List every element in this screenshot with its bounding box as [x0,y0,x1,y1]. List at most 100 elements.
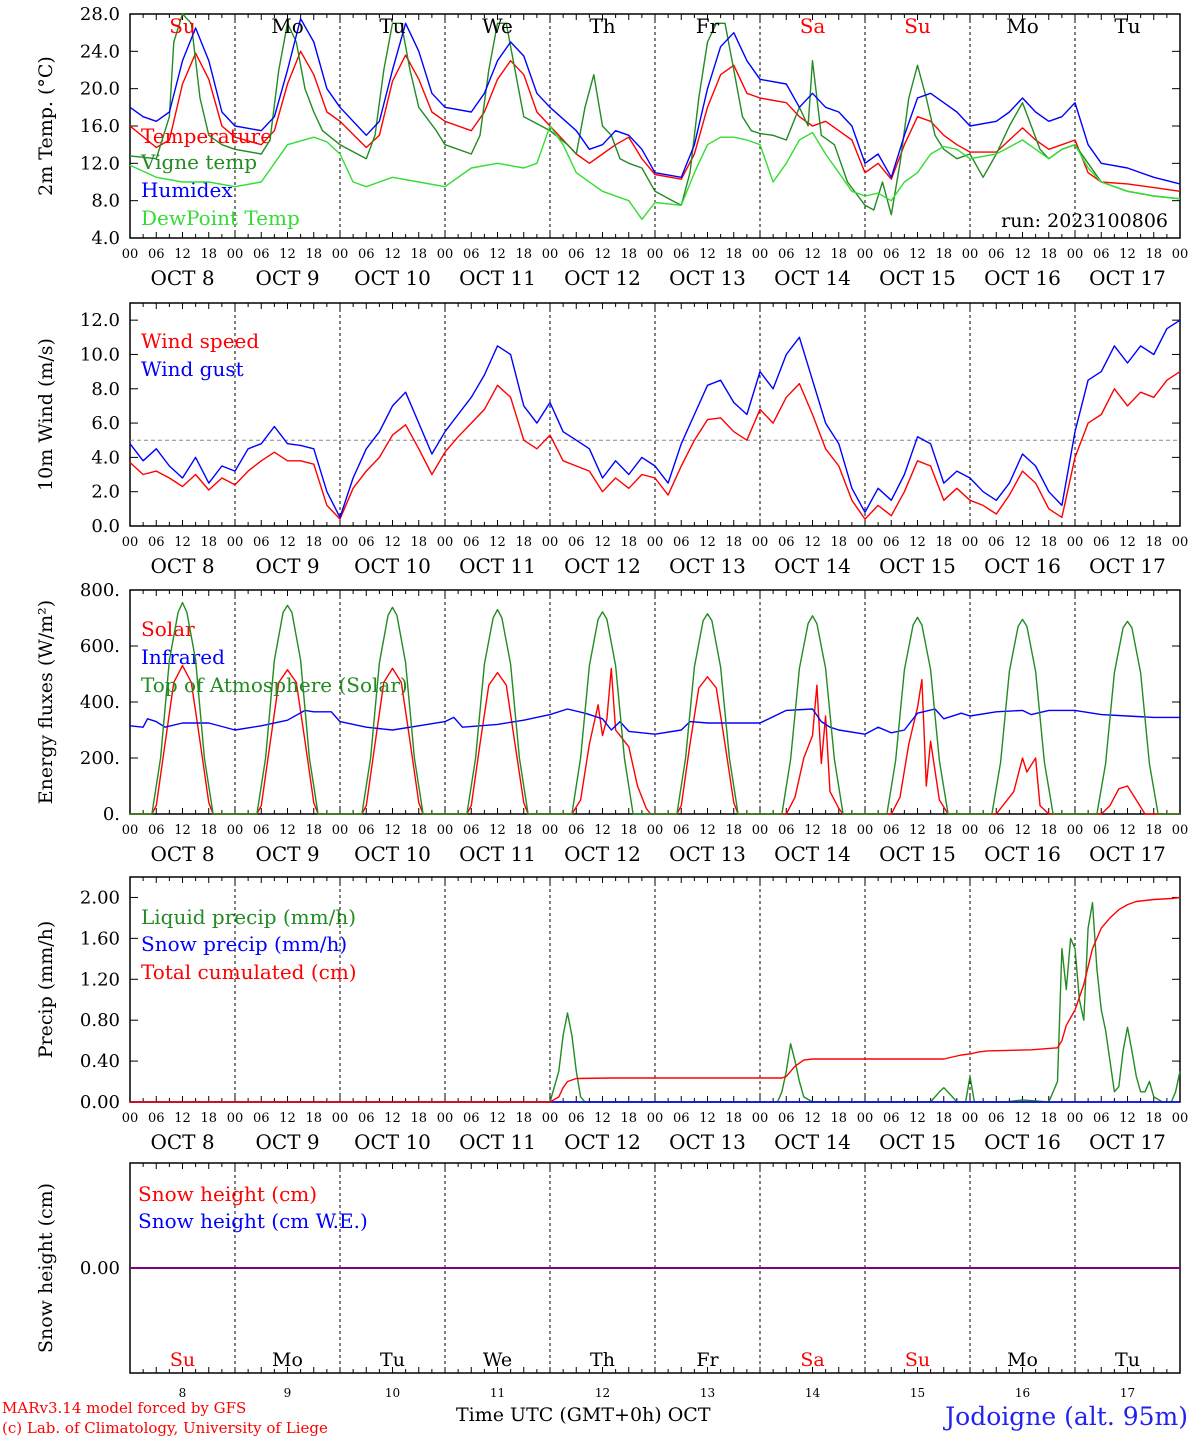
hour-tick-label: 00 [542,247,559,262]
hour-tick-label: 06 [253,535,270,550]
date-label: OCT 15 [879,266,956,290]
day-abbr-bottom: Mo [272,1349,303,1371]
hour-tick-label: 12 [909,1111,926,1126]
hour-tick-label: 18 [515,535,532,550]
date-label: OCT 15 [879,1130,956,1154]
hour-tick-label: 06 [673,823,690,838]
hour-tick-label: 12 [804,823,821,838]
hour-tick-label: 06 [1093,1111,1110,1126]
date-label: OCT 10 [354,266,431,290]
y-tick-label: 4.0 [91,447,120,468]
date-label: OCT 14 [774,554,851,578]
hour-tick-label: 12 [279,1111,296,1126]
hour-tick-label: 18 [515,823,532,838]
hour-tick-label: 00 [227,247,244,262]
date-label: OCT 11 [459,842,536,866]
hour-tick-label: 00 [752,247,769,262]
hour-tick-label: 12 [1014,535,1031,550]
hour-tick-label: 18 [305,535,322,550]
day-number: 15 [910,1386,925,1400]
panel-frame-temp [129,13,1181,239]
series-line-wind-0 [129,371,1181,520]
hour-tick-label: 00 [122,535,139,550]
hour-tick-label: 00 [1172,247,1189,262]
day-abbr-bottom: Su [905,1349,930,1371]
date-label: OCT 13 [669,554,746,578]
hour-tick-label: 12 [1119,535,1136,550]
hour-tick-label: 00 [437,823,454,838]
hour-tick-label: 18 [620,247,637,262]
legend-entry: Liquid precip (mm/h) [141,905,356,929]
series-line-temp-3 [129,125,1181,221]
hour-tick-label: 12 [489,535,506,550]
y-tick-label: 8.0 [91,379,120,400]
hour-tick-label: 00 [437,535,454,550]
date-label: OCT 10 [354,842,431,866]
hour-tick-label: 18 [515,247,532,262]
hour-tick-label: 00 [437,1111,454,1126]
day-abbr-bottom: Fr [696,1349,719,1371]
series-line-wind-1 [129,319,1181,519]
hour-tick-label: 06 [673,247,690,262]
date-label: OCT 16 [984,1130,1061,1154]
hour-tick-label: 06 [463,535,480,550]
date-label: OCT 9 [255,554,319,578]
hour-tick-label: 06 [568,247,585,262]
hour-tick-label: 18 [200,1111,217,1126]
hour-tick-label: 06 [148,823,165,838]
hour-tick-label: 00 [962,247,979,262]
y-axis-label: 10m Wind (m/s) [35,338,57,491]
y-tick-label: 800. [80,580,120,601]
hour-tick-label: 06 [148,247,165,262]
legend-entry: Snow height (cm W.E.) [138,1209,368,1233]
day-abbr-top: Tu [1114,14,1140,38]
hour-tick-label: 00 [122,1111,139,1126]
hour-tick-label: 18 [725,823,742,838]
y-tick-label: 16.0 [80,116,120,137]
hour-tick-label: 06 [463,1111,480,1126]
y-tick-label: 0.0 [91,516,120,537]
date-label: OCT 15 [879,842,956,866]
y-tick-label: 0.00 [80,1258,120,1279]
hour-tick-label: 18 [200,823,217,838]
date-label: OCT 13 [669,266,746,290]
date-label: OCT 17 [1089,842,1166,866]
date-label: OCT 12 [564,842,641,866]
panel-frame-wind [129,302,1181,527]
hour-tick-label: 06 [358,1111,375,1126]
date-label: OCT 14 [774,266,851,290]
lab-credit: (c) Lab. of Climatology, University of L… [2,1419,328,1437]
hour-tick-label: 18 [935,823,952,838]
y-tick-label: 1.20 [80,969,120,990]
hour-tick-label: 12 [384,535,401,550]
hour-tick-label: 00 [752,823,769,838]
hour-tick-label: 12 [279,247,296,262]
day-number: 13 [700,1386,715,1400]
hour-tick-label: 00 [857,247,874,262]
date-label: OCT 13 [669,1130,746,1154]
y-tick-label: 4.0 [91,228,120,249]
hour-tick-label: 18 [200,247,217,262]
hour-tick-label: 00 [962,1111,979,1126]
hour-tick-label: 12 [1014,823,1031,838]
date-label: OCT 12 [564,554,641,578]
day-abbr-bottom: Th [590,1349,615,1371]
date-label: OCT 17 [1089,266,1166,290]
date-label: OCT 9 [255,266,319,290]
hour-tick-label: 00 [857,823,874,838]
series-line-energy-1 [129,708,1180,735]
hour-tick-label: 18 [1040,1111,1057,1126]
day-abbr-top: Sa [800,14,826,38]
date-label: OCT 9 [255,1130,319,1154]
y-tick-label: 1.60 [80,928,120,949]
date-label: OCT 11 [459,266,536,290]
y-tick-label: 200. [80,748,120,769]
hour-tick-label: 06 [883,247,900,262]
hour-tick-label: 12 [174,1111,191,1126]
hour-tick-label: 06 [778,1111,795,1126]
hour-tick-label: 00 [857,1111,874,1126]
date-label: OCT 14 [774,1130,851,1154]
hour-tick-label: 00 [542,823,559,838]
legend-entry: Total cumulated (cm) [141,960,357,984]
